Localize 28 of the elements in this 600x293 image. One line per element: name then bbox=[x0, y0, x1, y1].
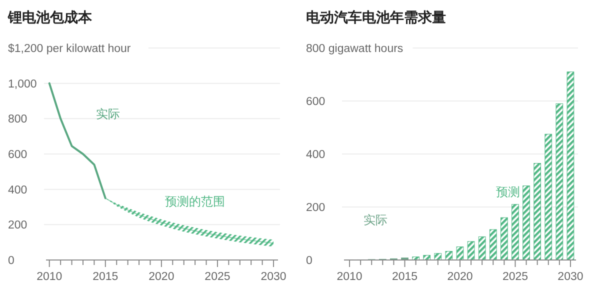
text: 实际 bbox=[96, 107, 120, 122]
chart-title: 电动汽车电池年需求量 bbox=[306, 9, 446, 25]
chart-title: 锂电池包成本 bbox=[7, 9, 93, 25]
x-tick-label: 2015 bbox=[92, 271, 118, 283]
y-tick-label: 600 bbox=[306, 96, 326, 108]
y-tick-label: 800 gigawatt hours bbox=[306, 43, 404, 55]
x-tick-label: 2020 bbox=[447, 271, 473, 283]
y-tick-label: 0 bbox=[306, 255, 312, 267]
x-tick-label: 2025 bbox=[204, 271, 230, 283]
y-tick-label: 600 bbox=[8, 149, 28, 161]
x-tick-label: 2010 bbox=[336, 271, 362, 283]
y-tick-label: 400 bbox=[8, 184, 28, 196]
y-tick-label: 200 bbox=[8, 220, 28, 232]
y-tick-label: $1,200 per kilowatt hour bbox=[8, 43, 131, 55]
x-tick-label: 2015 bbox=[392, 271, 418, 283]
y-tick-label: 1,000 bbox=[8, 78, 37, 90]
x-tick-label: 2030 bbox=[260, 271, 286, 283]
x-tick-label: 2010 bbox=[36, 271, 62, 283]
x-tick-label: 2030 bbox=[558, 271, 584, 283]
y-tick-label: 0 bbox=[8, 255, 14, 267]
series-label: 预测的范围 bbox=[165, 194, 226, 209]
series-label: 预测 bbox=[496, 184, 520, 199]
x-tick-label: 2020 bbox=[148, 271, 174, 283]
text: 实际 bbox=[364, 213, 388, 227]
y-tick-label: 800 bbox=[8, 114, 28, 126]
x-tick-label: 2025 bbox=[502, 271, 528, 283]
y-tick-label: 400 bbox=[306, 149, 326, 161]
y-tick-label: 200 bbox=[306, 202, 326, 214]
